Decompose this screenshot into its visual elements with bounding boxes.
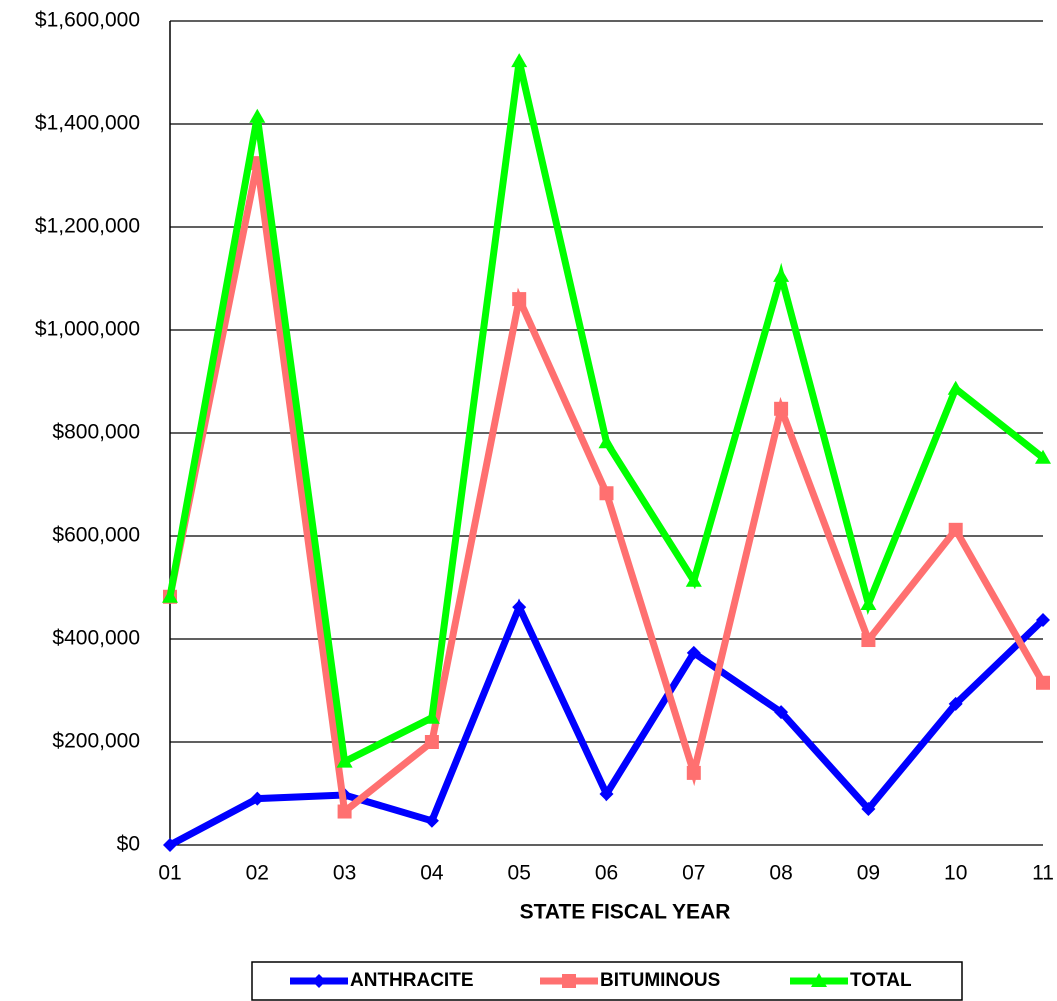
x-tick-label: 01 [158, 862, 181, 885]
point-marker [512, 292, 527, 307]
legend-marker [312, 974, 326, 988]
point-marker [162, 588, 178, 603]
point-marker [1035, 449, 1051, 464]
point-marker [1036, 675, 1050, 690]
y-tick-label: $200,000 [52, 730, 140, 753]
y-tick-label: $0 [117, 833, 140, 856]
x-tick-label: 03 [333, 862, 356, 885]
x-tick-label: 08 [769, 862, 792, 885]
point-marker [774, 401, 789, 416]
point-marker [948, 522, 963, 537]
point-marker [511, 53, 528, 68]
point-marker [1036, 612, 1050, 627]
point-marker [773, 267, 790, 282]
point-marker [163, 838, 177, 852]
x-tick-label: 10 [944, 862, 967, 885]
point-marker [424, 735, 439, 749]
point-marker [861, 633, 876, 648]
legend-label: TOTAL [850, 970, 912, 991]
point-marker [686, 765, 701, 780]
point-marker [860, 595, 877, 610]
y-tick-label: $600,000 [52, 524, 140, 547]
point-marker [424, 813, 439, 828]
x-tick-label: 09 [857, 862, 880, 885]
point-marker [337, 804, 352, 819]
y-tick-label: $1,400,000 [35, 112, 140, 135]
y-tick-label: $800,000 [52, 421, 140, 444]
point-marker [947, 380, 964, 395]
legend-label: BITUMINOUS [600, 970, 720, 991]
legend-label: ANTHRACITE [350, 970, 474, 991]
point-marker [598, 434, 615, 449]
point-marker [249, 108, 266, 123]
legend-marker [811, 973, 827, 987]
point-marker [686, 645, 701, 660]
point-marker [423, 709, 440, 724]
point-marker [599, 787, 614, 802]
point-marker [948, 696, 963, 711]
point-marker [685, 572, 702, 587]
y-tick-label: $1,600,000 [35, 9, 140, 32]
x-tick-label: 05 [508, 862, 531, 885]
x-tick-label: 11 [1032, 862, 1054, 885]
y-tick-label: $1,000,000 [35, 318, 140, 341]
x-tick-label: 04 [420, 862, 444, 885]
point-marker [599, 486, 614, 501]
x-tick-label: 07 [682, 862, 705, 885]
series-line [168, 598, 1046, 849]
point-marker [336, 753, 353, 768]
series-line [166, 60, 1046, 767]
legend-marker [562, 974, 576, 988]
point-marker [250, 791, 265, 806]
point-marker [861, 801, 876, 816]
x-tick-label: 02 [246, 862, 269, 885]
y-tick-label: $400,000 [52, 627, 140, 650]
x-axis-title: STATE FISCAL YEAR [520, 901, 731, 924]
y-tick-label: $1,200,000 [35, 215, 140, 238]
x-tick-label: 06 [595, 862, 618, 885]
point-marker [512, 600, 527, 615]
point-marker [774, 705, 789, 720]
